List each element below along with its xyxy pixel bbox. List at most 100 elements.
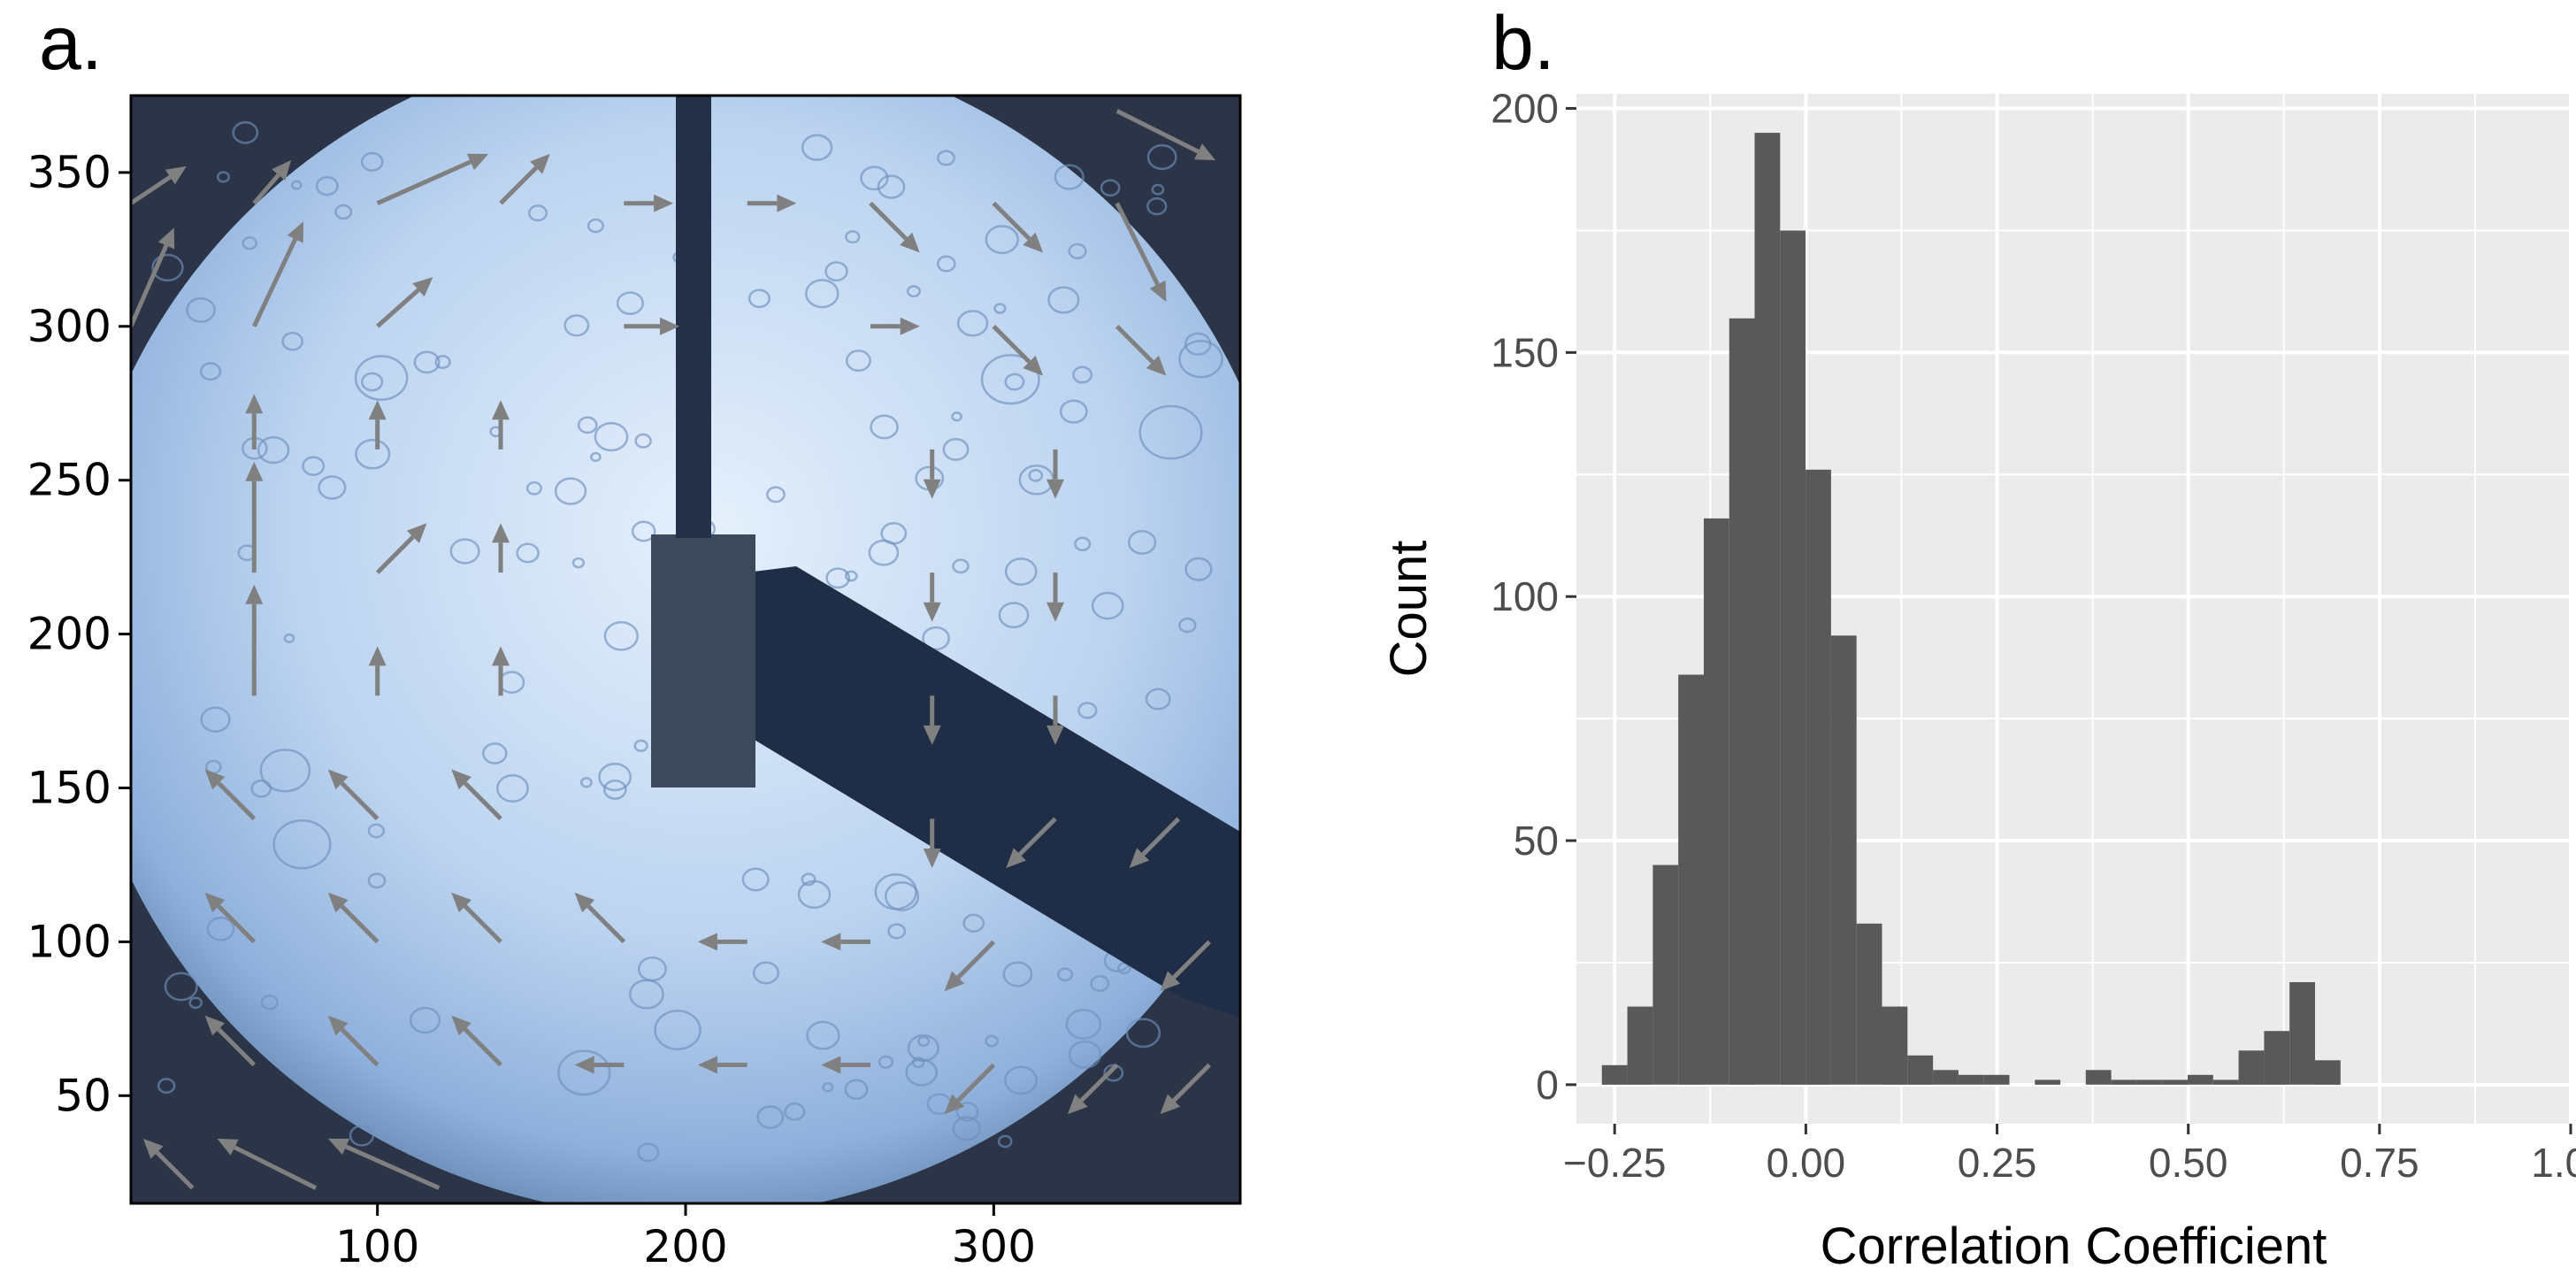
droplet [1074,536,1092,552]
flow-arrow [1046,572,1064,622]
droplet [594,421,629,452]
axis-ticks-a: 100 200 300 50 100 150 200 250 300 350 [27,147,1036,1272]
histogram-bar [1601,1064,1628,1085]
y-tick-label-a: 350 [27,147,111,198]
histogram-bar [1806,469,1831,1085]
flow-arrow [131,227,175,327]
droplet [1125,1018,1162,1049]
droplet [1065,1009,1101,1040]
flow-arrow [376,153,489,205]
droplet [877,174,906,199]
flow-arrow [245,461,264,573]
y-tick-label-b: 100 [1491,573,1559,619]
x-tick-label-a: 200 [643,1221,727,1272]
flow-arrow [131,165,187,205]
droplet [806,1020,840,1050]
droplet [554,477,587,505]
droplet [1091,591,1124,620]
flow-arrow [944,1063,996,1115]
flow-arrow [624,194,674,212]
droplet [355,439,391,470]
droplet [232,121,259,144]
flow-arrow [1116,109,1216,161]
histogram-bar [2264,1031,2290,1085]
histogram-bar [2162,1079,2188,1085]
droplet [1028,469,1044,482]
droplet [242,236,257,250]
droplet [962,913,985,933]
droplet [1100,179,1121,197]
panel-a-vector-field: 100 200 300 50 100 150 200 250 300 350 [27,94,1242,1272]
histogram-bar [1678,674,1704,1085]
flow-arrow [245,394,264,449]
droplet [200,706,231,733]
x-tick-label-b: 1.00 [2531,1140,2576,1186]
droplet [905,1058,938,1087]
histogram-bar [2289,982,2315,1085]
droplet [845,230,861,244]
flow-arrow [869,201,920,253]
droplet [157,1078,176,1095]
droplet [906,285,921,298]
flow-arrow [204,1015,257,1067]
y-tick-label-a: 300 [27,301,111,352]
droplet-photo [131,96,1240,1203]
flow-arrow [992,201,1044,253]
droplet [637,1142,660,1163]
flow-arrow [870,317,920,335]
droplet [367,872,387,889]
y-tick-label-b: 150 [1491,329,1559,375]
droplet [980,354,1040,405]
flow-arrow [624,317,679,335]
y-axis-title: Count [1380,541,1438,678]
x-tick-label-b: 0.00 [1767,1140,1846,1186]
flow-arrow [204,769,257,821]
flow-arrow [375,523,427,574]
droplet [1059,399,1088,424]
droplet [922,626,950,651]
panel-b-histogram: −0.25 0.00 0.25 0.50 0.75 1.00 0 50 100 150 200 Co… [1380,86,2576,1275]
droplet [1151,183,1165,196]
droplet [634,433,652,449]
droplet [1138,404,1203,460]
droplet [272,818,332,870]
droplet [603,620,639,651]
droplet [952,1116,981,1141]
flow-arrow [492,523,510,573]
droplet [633,739,648,753]
droplet [527,204,548,222]
histogram-bar [1830,635,1857,1085]
droplet [449,538,480,565]
flow-arrow [747,194,797,212]
droplet [302,456,326,476]
droplet [654,1010,702,1051]
droplet [880,522,908,545]
droplet [845,350,871,373]
droplet [1077,702,1098,719]
droplet [525,481,542,496]
flow-arrow [327,1015,380,1067]
droplet [281,332,304,351]
flow-arrow [1129,817,1181,868]
flow-arrow [697,1056,748,1074]
droplet [586,218,604,234]
droplet [1184,332,1212,356]
histogram-bar [1704,518,1729,1085]
droplet [951,411,962,422]
droplet [557,1049,611,1096]
droplet [985,225,1019,255]
droplet [784,1102,806,1121]
droplet [360,151,384,172]
droplet [409,1006,441,1034]
droplet [997,1134,1013,1149]
droplet [199,362,222,381]
histogram-bar [1933,1070,1959,1085]
flow-arrow [923,572,941,622]
droplet [1004,373,1025,391]
droplet [616,291,644,316]
droplet [1056,967,1074,982]
histogram-bar [1907,1055,1934,1085]
droplet [628,979,664,1010]
droplet [801,134,833,161]
droplet [870,414,899,440]
